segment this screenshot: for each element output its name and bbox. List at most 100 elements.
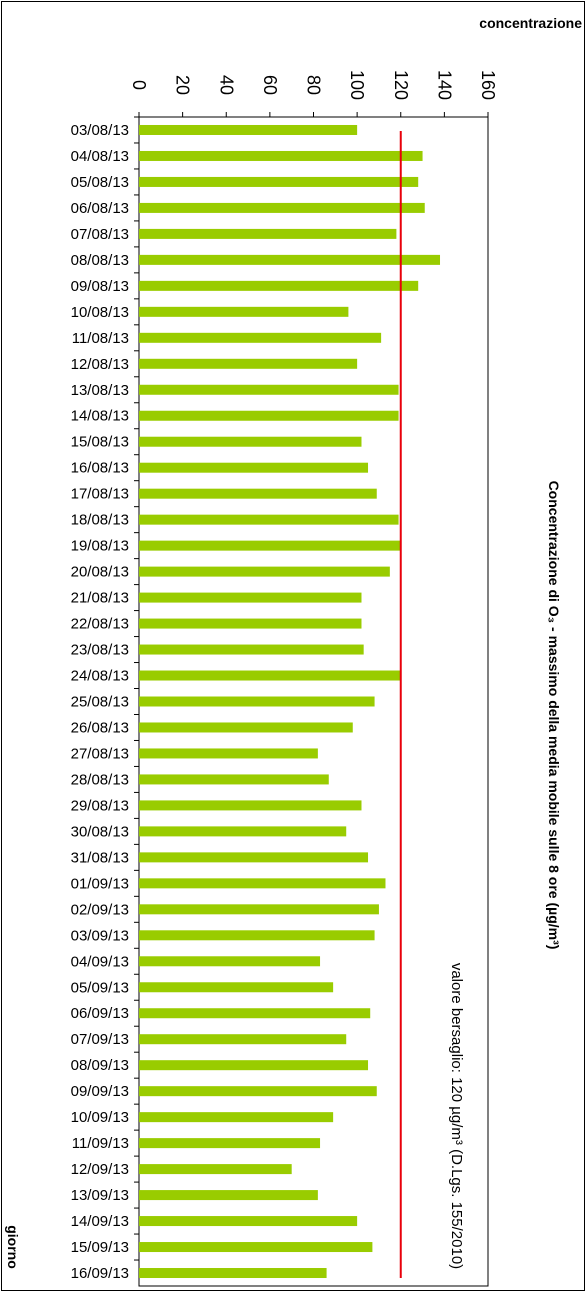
category-label: 25/08/13	[71, 694, 129, 711]
bar	[139, 852, 369, 863]
bar	[139, 644, 364, 655]
bar	[139, 150, 423, 161]
category-label: 24/08/13	[71, 668, 129, 685]
category-label: 10/08/13	[71, 304, 129, 321]
bar	[139, 436, 362, 447]
category-label: 08/09/13	[71, 1057, 129, 1074]
category-label: 23/08/13	[71, 642, 129, 659]
bar	[139, 488, 377, 499]
value-axis-label: concentrazione	[479, 15, 582, 31]
bar	[139, 1268, 327, 1279]
bar	[139, 254, 441, 265]
value-tick-label: 40	[216, 75, 236, 95]
bar	[139, 384, 399, 395]
bar	[139, 514, 399, 525]
category-label: 17/08/13	[71, 486, 129, 503]
category-label: 20/08/13	[71, 564, 129, 581]
value-tick-label: 60	[260, 75, 280, 95]
category-label: 06/08/13	[71, 200, 129, 217]
category-label: 28/08/13	[71, 771, 129, 788]
bar	[139, 1112, 334, 1123]
category-label: 15/09/13	[71, 1239, 129, 1256]
target-line-label: valore bersaglio: 120 µg/m³ (D.Lgs. 155/…	[448, 963, 465, 1269]
bar	[139, 1164, 292, 1175]
category-label: 01/09/13	[71, 875, 129, 892]
bar	[139, 1138, 321, 1149]
category-label: 03/09/13	[71, 927, 129, 944]
value-tick-label: 20	[173, 75, 193, 95]
category-label: 14/08/13	[71, 408, 129, 425]
bar	[139, 1034, 347, 1045]
category-label: 04/08/13	[71, 148, 129, 165]
category-label: 13/09/13	[71, 1187, 129, 1204]
bar	[139, 1008, 371, 1019]
category-label: 12/08/13	[71, 356, 129, 373]
category-label: 09/09/13	[71, 1083, 129, 1100]
bar	[139, 722, 353, 733]
category-label: 04/09/13	[71, 953, 129, 970]
value-tick-label: 80	[304, 75, 324, 95]
bar	[139, 462, 369, 473]
bar	[139, 956, 321, 967]
bar	[139, 124, 358, 135]
value-tick-label: 120	[391, 70, 411, 100]
bar	[139, 566, 390, 577]
bar	[139, 670, 401, 681]
category-label: 10/09/13	[71, 1109, 129, 1126]
category-label: 11/08/13	[72, 330, 129, 347]
category-label: 19/08/13	[71, 538, 129, 555]
category-label: 12/09/13	[71, 1161, 129, 1178]
bar	[139, 748, 318, 759]
bar	[139, 930, 375, 941]
bar	[139, 202, 425, 213]
bar	[139, 280, 419, 291]
bar	[139, 904, 379, 915]
category-label: 26/08/13	[71, 719, 129, 736]
bar	[139, 618, 362, 629]
category-label: 16/08/13	[71, 460, 129, 477]
bar	[139, 332, 382, 343]
category-label: 03/08/13	[71, 122, 129, 139]
bar	[139, 1086, 377, 1097]
category-label: 05/09/13	[71, 979, 129, 996]
value-tick-label: 160	[478, 70, 498, 100]
bar	[139, 358, 358, 369]
category-label: 31/08/13	[71, 849, 129, 866]
bar	[139, 1216, 358, 1227]
bar	[139, 410, 399, 421]
category-label: 06/09/13	[71, 1005, 129, 1022]
category-label: 07/08/13	[71, 226, 129, 243]
category-label: 27/08/13	[71, 745, 129, 762]
category-label: 21/08/13	[71, 590, 129, 607]
category-label: 30/08/13	[71, 823, 129, 840]
bar	[139, 228, 397, 239]
value-tick-label: 140	[434, 70, 454, 100]
category-label: 05/08/13	[71, 174, 129, 191]
bar	[139, 774, 329, 785]
bar	[139, 826, 347, 837]
bar	[139, 540, 401, 551]
bar	[139, 1242, 373, 1253]
bar	[139, 1190, 318, 1201]
category-label: 16/09/13	[71, 1265, 129, 1282]
category-label: 22/08/13	[71, 616, 129, 633]
bar	[139, 592, 362, 603]
bar	[139, 176, 419, 187]
bar	[139, 982, 334, 993]
category-label: 14/09/13	[71, 1213, 129, 1230]
bar	[139, 878, 386, 889]
category-label: 02/09/13	[71, 901, 129, 918]
category-axis-label: giorno	[5, 1225, 21, 1269]
bar	[139, 306, 349, 317]
category-label: 08/08/13	[71, 252, 129, 269]
category-label: 13/08/13	[71, 382, 129, 399]
value-tick-label: 0	[129, 80, 149, 90]
value-tick-label: 100	[347, 70, 367, 100]
chart-title: Concentrazione di O₃ - massimo della med…	[546, 481, 562, 950]
category-label: 09/08/13	[71, 278, 129, 295]
bar	[139, 1060, 369, 1071]
category-label: 29/08/13	[71, 797, 129, 814]
category-label: 18/08/13	[71, 512, 129, 529]
